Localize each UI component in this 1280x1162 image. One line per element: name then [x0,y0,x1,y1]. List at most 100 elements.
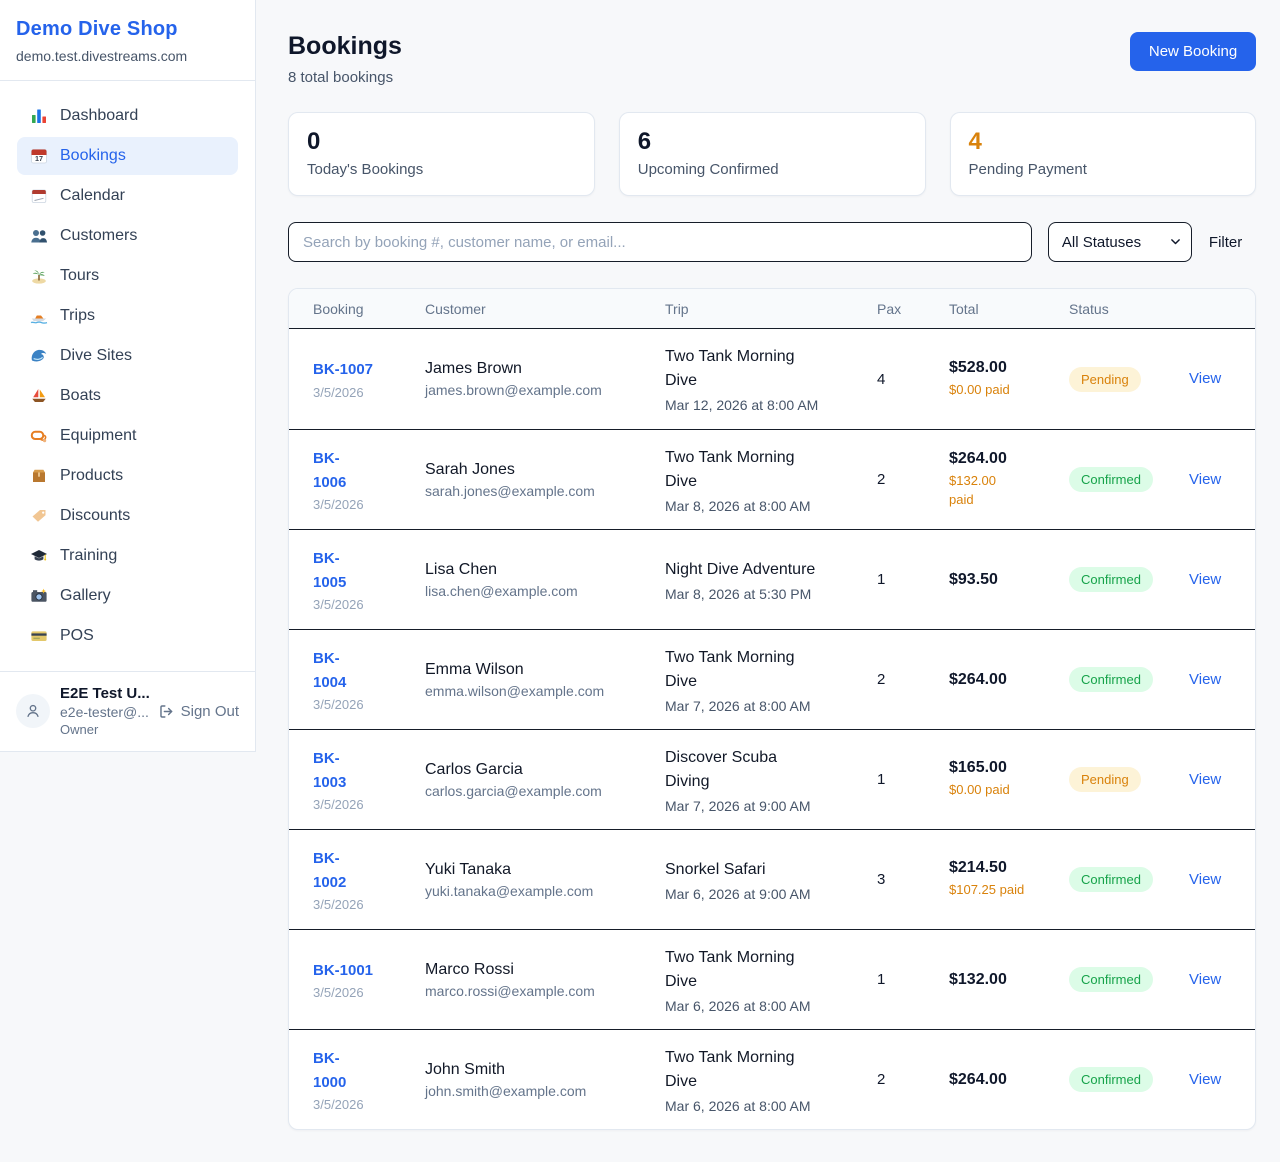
booking-date: 3/5/2026 [313,1096,364,1112]
sidebar-item-products[interactable]: Products [17,457,238,495]
booking-id-link[interactable]: BK-1007 [313,361,374,379]
sidebar-item-dashboard[interactable]: Dashboard [17,97,238,135]
stat-value: 0 [307,128,321,155]
sidebar-item-boats[interactable]: Boats [17,377,238,415]
sidebar-item-label: POS [60,627,94,644]
trip-datetime: Mar 7, 2026 at 9:00 AM [665,797,811,814]
new-booking-button[interactable]: New Booking [1129,32,1257,71]
sidebar-item-label: Bookings [60,147,126,164]
sidebar-item-label: Customers [60,227,138,244]
column-header-status: Status [1069,300,1109,317]
total-amount: $93.50 [949,570,998,588]
sidebar-item-trips[interactable]: Trips [17,297,238,335]
sign-out-icon [159,704,172,718]
status-badge: Pending [1069,767,1141,792]
sidebar-item-label: Discounts [60,507,131,524]
view-link[interactable]: View [1189,1070,1222,1088]
bookings-table: Booking Customer Trip Pax Total Status B… [288,288,1257,1130]
stat-card-todays-bookings: 0 Today's Bookings [288,112,595,196]
status-select[interactable]: All Statuses [1047,222,1192,262]
customer-name: Emma Wilson [425,660,524,678]
customer-email: james.brown@example.com [425,382,602,398]
booking-id-link[interactable]: BK- 1006 [313,450,347,491]
table-row: BK- 1005 3/5/2026 Lisa Chen lisa.chen@exam… [289,529,1256,629]
trip-name: Snorkel Safari [665,860,766,878]
user-role: Owner [60,722,99,737]
sidebar-item-equipment[interactable]: Equipment [17,417,238,455]
pax-count: 1 [877,571,886,588]
sidebar-item-customers[interactable]: Customers [17,217,238,255]
status-select-wrap: All Statuses [1047,222,1192,262]
booking-date: 3/5/2026 [313,985,364,1001]
column-header-booking: Booking [313,300,364,317]
view-link[interactable]: View [1189,470,1222,488]
svg-text:17: 17 [35,154,43,163]
trip-datetime: Mar 8, 2026 at 5:30 PM [665,585,812,602]
filter-bar: All Statuses Filter [288,222,1256,262]
brand-name: Demo Dive Shop [16,18,178,40]
sidebar-item-training[interactable]: Training [17,537,238,575]
sidebar-item-bookings[interactable]: 17 Bookings [17,137,238,175]
view-link[interactable]: View [1189,570,1222,588]
booking-date: 3/5/2026 [313,596,364,612]
total-amount: $264.00 [949,670,1007,688]
booking-id-link[interactable]: BK- 1002 [313,850,347,891]
booking-id-link[interactable]: BK- 1000 [313,1050,347,1091]
person-icon [27,704,39,718]
booking-date: 3/5/2026 [313,696,364,712]
trip-datetime: Mar 8, 2026 at 8:00 AM [665,497,811,514]
page-header: Bookings 8 total bookings New Booking [288,32,1257,86]
pax-count: 2 [877,1071,886,1088]
page-subtitle: 8 total bookings [288,69,394,86]
view-link[interactable]: View [1189,770,1222,788]
filter-button[interactable]: Filter [1208,233,1243,251]
trip-name: Discover Scuba Diving [665,748,778,790]
dive-mask-icon [30,427,48,445]
sidebar-item-label: Dashboard [60,107,139,124]
view-link[interactable]: View [1189,870,1222,888]
wave-icon [30,347,48,365]
search-input[interactable] [288,222,1032,262]
bar-chart-icon [30,107,48,125]
package-icon [30,467,48,485]
customer-email: emma.wilson@example.com [425,682,605,699]
sidebar-item-tours[interactable]: Tours [17,257,238,295]
user-info: E2E Test U... e2e-tester@... Owner [60,685,158,737]
view-link[interactable]: View [1189,370,1222,387]
customer-name: Sarah Jones [425,460,515,478]
booking-id-link[interactable]: BK- 1004 [313,650,347,691]
calendar-date-icon: 17 [30,147,48,165]
booking-id-link[interactable]: BK- 1005 [313,550,347,591]
customer-name: James Brown [425,360,522,377]
sidebar-item-gallery[interactable]: Gallery [17,577,238,615]
sidebar-user-footer: E2E Test U... e2e-tester@... Owner Sign … [0,671,255,751]
total-amount: $528.00 [949,358,1007,376]
sign-out-label: Sign Out [180,702,239,720]
stat-value: 6 [637,128,652,155]
trip-datetime: Mar 6, 2026 at 8:00 AM [665,1097,811,1114]
total-amount: $264.00 [949,1070,1007,1088]
sidebar-item-pos[interactable]: POS [17,617,238,655]
sidebar-item-dive-sites[interactable]: Dive Sites [17,337,238,375]
column-header-pax: Pax [877,300,902,317]
trip-name: Two Tank Morning Dive [665,1048,795,1090]
customer-name: Lisa Chen [425,560,498,578]
booking-id-link[interactable]: BK- 1003 [313,750,347,791]
graduation-cap-icon [30,547,48,565]
sidebar-item-calendar[interactable]: Calendar [17,177,238,215]
tear-off-calendar-icon [30,187,48,205]
trip-datetime: Mar 12, 2026 at 8:00 AM [665,397,819,413]
customer-email: yuki.tanaka@example.com [425,882,594,899]
trip-datetime: Mar 6, 2026 at 9:00 AM [665,885,811,902]
booking-id-link[interactable]: BK-1001 [313,961,374,979]
table-row: BK- 1002 3/5/2026 Yuki Tanaka yuki.tanaka@… [289,829,1256,929]
sidebar-item-label: Gallery [60,587,111,604]
page-title: Bookings [288,32,402,60]
sign-out-button[interactable]: Sign Out [158,703,239,720]
column-header-total: Total [949,300,979,317]
table-row: BK-1001 3/5/2026 Marco Rossi marco.rossi@e… [289,929,1256,1029]
view-link[interactable]: View [1189,970,1222,988]
sidebar-item-discounts[interactable]: Discounts [17,497,238,535]
stat-card-pending-payment: 4 Pending Payment [949,112,1257,196]
view-link[interactable]: View [1189,670,1222,688]
